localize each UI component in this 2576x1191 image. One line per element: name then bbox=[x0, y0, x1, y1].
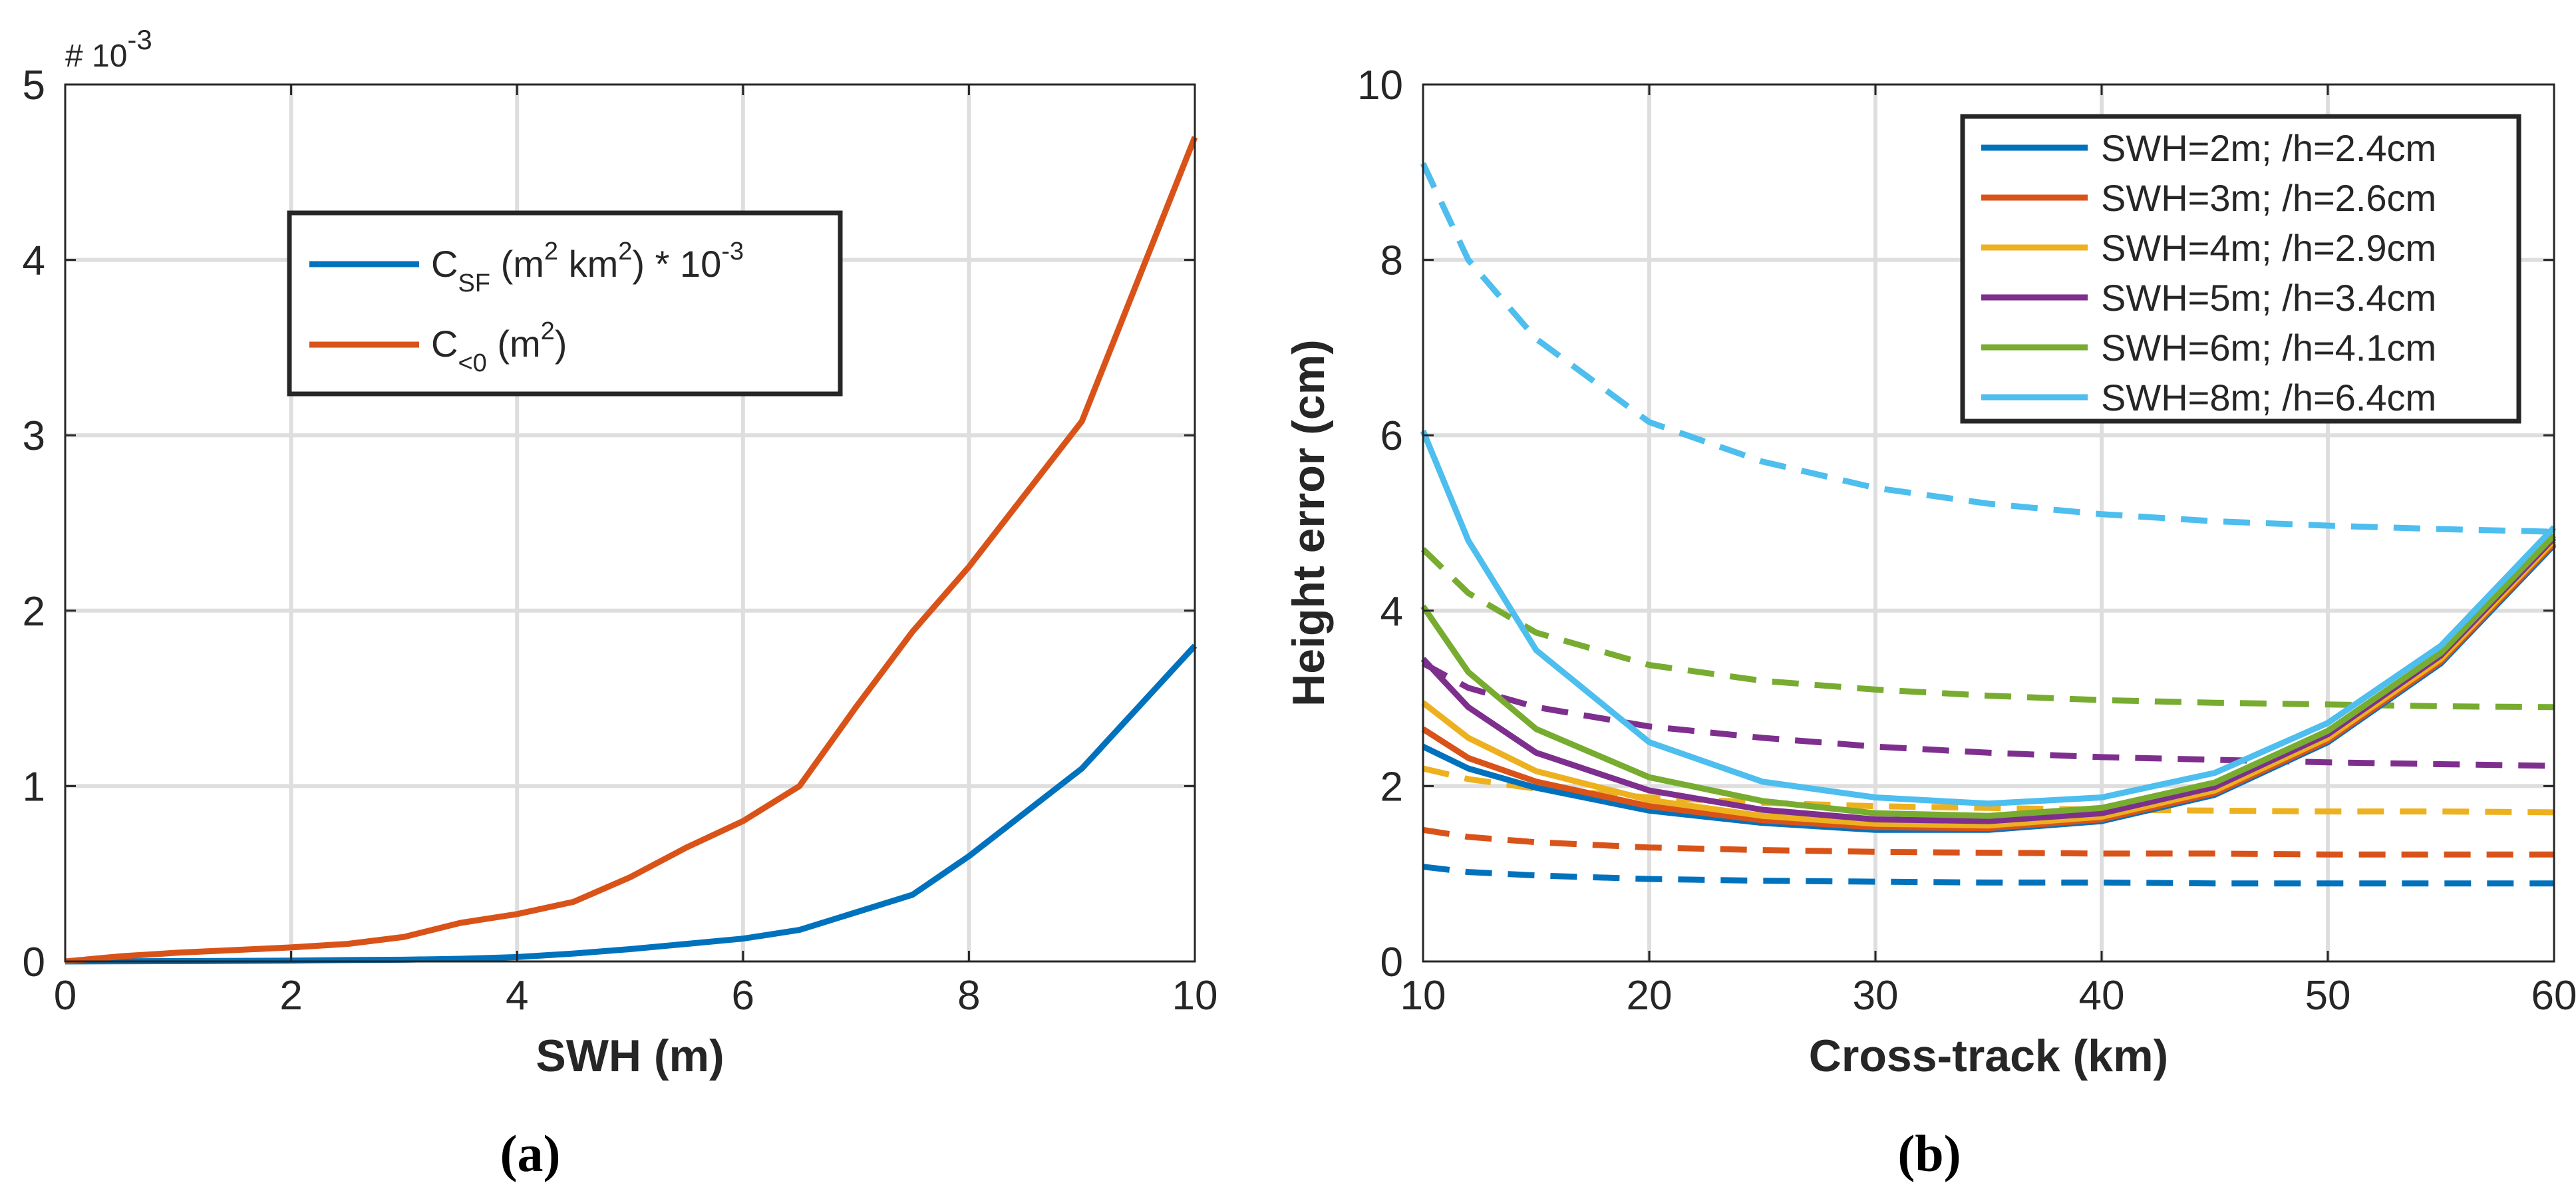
panel-b: 10 20 30 40 50 60 0 2 4 6 8 10 Cross-track (km) Hei… bbox=[1283, 63, 2576, 1182]
y-tick-label: 4 bbox=[23, 238, 45, 284]
panel-b-axes-box bbox=[1422, 83, 2555, 963]
panel-a-caption: (a) bbox=[500, 1124, 561, 1182]
panel-a-x-axis-label: SWH (m) bbox=[536, 1031, 724, 1081]
x-tick-label: 60 bbox=[2531, 973, 2576, 1019]
x-tick-label: 0 bbox=[54, 973, 77, 1019]
panel-a-legend-box bbox=[287, 210, 843, 397]
panel-b-series bbox=[1420, 162, 2557, 887]
series-line-swh-8m-solid bbox=[1420, 429, 2557, 807]
series-line-c-sf-m-2-km-2-10-3 bbox=[65, 643, 1198, 965]
panel-a-exponent-label: # 10-3 bbox=[65, 24, 152, 74]
legend-label-swh-3m-h-2-6cm: SWH=3m; /h=2.6cm bbox=[2101, 177, 2436, 219]
x-tick-label: 30 bbox=[1853, 973, 1899, 1019]
y-tick-label: 8 bbox=[1380, 238, 1403, 284]
y-tick-label: 10 bbox=[1357, 63, 1403, 108]
x-tick-label: 4 bbox=[506, 973, 528, 1019]
panel-a-legend: CSF (m2 km2) * 10-3 C<0 (m2) bbox=[287, 210, 843, 397]
panel-b-legend: SWH=2m; /h=2.4cm SWH=3m; /h=2.6cm SWH=4m; … bbox=[1960, 114, 2521, 424]
y-tick-label: 5 bbox=[23, 63, 45, 108]
panel-a: 0 2 4 6 8 10 0 1 2 3 4 5 # 10-3 SWH (m) (a) CSF (m2… bbox=[23, 24, 1218, 1182]
legend-label-c0: C<0 (m2) bbox=[431, 317, 567, 377]
panel-b-tick-labels: 10 20 30 40 50 60 0 2 4 6 8 10 bbox=[1357, 63, 2576, 1019]
y-tick-label: 2 bbox=[23, 589, 45, 635]
series-line-swh-3m-dashed bbox=[1422, 826, 2554, 858]
y-tick-label: 4 bbox=[1380, 589, 1403, 635]
panel-b-y-axis-label: Height error (cm) bbox=[1283, 339, 1334, 707]
panel-b-x-axis-label: Cross-track (km) bbox=[1809, 1031, 2168, 1081]
y-tick-label: 2 bbox=[1380, 764, 1403, 810]
series-line-swh-5m-dashed bbox=[1421, 660, 2555, 769]
x-tick-label: 6 bbox=[732, 973, 754, 1019]
panel-a-series bbox=[65, 136, 1198, 965]
legend-label-swh-8m-h-6-4cm: SWH=8m; /h=6.4cm bbox=[2101, 377, 2436, 419]
x-tick-label: 10 bbox=[1400, 973, 1446, 1019]
x-tick-label: 2 bbox=[279, 973, 302, 1019]
y-tick-label: 0 bbox=[23, 939, 45, 985]
legend-label-swh-5m-h-3-4cm: SWH=5m; /h=3.4cm bbox=[2101, 277, 2436, 319]
series-line-c-0-m-2 bbox=[65, 136, 1198, 965]
x-tick-label: 50 bbox=[2305, 973, 2351, 1019]
x-tick-label: 8 bbox=[957, 973, 980, 1019]
panel-a-tick-labels: 0 2 4 6 8 10 0 1 2 3 4 5 bbox=[23, 63, 1218, 1019]
panel-a-axes-box bbox=[64, 83, 1196, 963]
series-line-swh-2m-dashed bbox=[1422, 864, 2554, 887]
y-tick-label: 0 bbox=[1380, 939, 1403, 985]
y-tick-label: 6 bbox=[1380, 413, 1403, 459]
panel-a-ticks bbox=[64, 83, 1196, 963]
panel-b-ticks bbox=[1422, 83, 2555, 963]
legend-label-swh-6m-h-4-1cm: SWH=6m; /h=4.1cm bbox=[2101, 327, 2436, 369]
legend-label-swh-4m-h-2-9cm: SWH=4m; /h=2.9cm bbox=[2101, 227, 2436, 269]
legend-label-csf: CSF (m2 km2) * 10-3 bbox=[431, 238, 744, 297]
x-tick-label: 40 bbox=[2079, 973, 2125, 1019]
legend-label-swh-2m-h-2-4cm: SWH=2m; /h=2.4cm bbox=[2101, 127, 2436, 169]
y-tick-label: 1 bbox=[23, 764, 45, 810]
panel-b-caption: (b) bbox=[1897, 1124, 1961, 1182]
y-tick-label: 3 bbox=[23, 413, 45, 459]
panel-b-legend-box bbox=[1960, 114, 2521, 424]
series-line-swh-6m-solid bbox=[1420, 533, 2557, 819]
x-tick-label: 10 bbox=[1172, 973, 1218, 1019]
x-tick-label: 20 bbox=[1627, 973, 1673, 1019]
series-line-swh-8m-dashed bbox=[1420, 162, 2555, 535]
series-line-swh-6m-dashed bbox=[1420, 547, 2555, 711]
